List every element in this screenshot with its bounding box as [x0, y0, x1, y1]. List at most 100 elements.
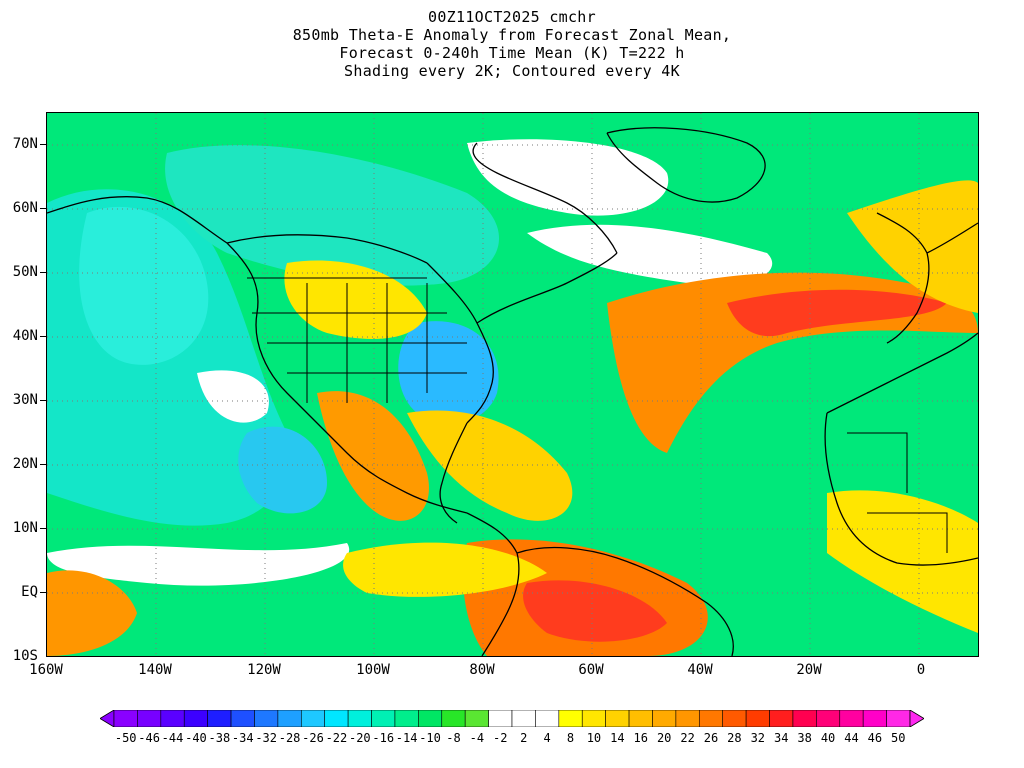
- arctic-white: [467, 139, 669, 216]
- north-pacific-cyan: [79, 206, 209, 365]
- africa-yellow: [827, 490, 978, 633]
- colorbar-swatch: [698, 710, 724, 727]
- colorbar-swatch: [886, 710, 911, 727]
- colorbar-swatch: [511, 710, 536, 727]
- colorbar-tick-label: 50: [891, 731, 906, 745]
- colorbar-tick-label: -38: [208, 731, 231, 745]
- colorbar-swatch: [558, 710, 583, 727]
- tick-30n: [40, 400, 46, 401]
- canada-cyan: [165, 145, 500, 286]
- colorbar-tick-label: 34: [774, 731, 789, 745]
- europe-yellow: [847, 180, 978, 313]
- colorbar-swatch: [183, 710, 208, 727]
- colorbar-swatch: [675, 710, 700, 727]
- colorbar-swatch: [581, 710, 606, 727]
- colorbar-tick-label: -4: [469, 731, 485, 745]
- colorbar-tick-label: -16: [372, 731, 395, 745]
- lat-label-60n: 60N: [12, 200, 38, 216]
- colorbar-swatch: [371, 710, 396, 727]
- subtropical-white: [197, 370, 269, 423]
- colorbar-swatch: [254, 710, 279, 727]
- colorbar-tick-label: -44: [161, 731, 184, 745]
- colorbar-tick-label: -26: [302, 731, 324, 745]
- tick-40n: [40, 336, 46, 337]
- colorbar-swatch: [137, 710, 162, 727]
- tick-eq: [40, 592, 46, 593]
- lon-label-40w: 40W: [687, 662, 713, 678]
- tick-10n: [40, 528, 46, 529]
- colorbar-swatch: [652, 710, 677, 727]
- south-america-red: [523, 580, 667, 642]
- mid-pacific-blue: [238, 426, 327, 514]
- colorbar-tick-label: -40: [185, 731, 207, 745]
- colorbar-swatch: [839, 710, 864, 727]
- lat-label-10n: 10N: [12, 520, 38, 536]
- colorbar-tick-label: 2: [520, 731, 528, 745]
- colorbar-swatch: [628, 710, 653, 727]
- lon-label-60w: 60W: [578, 662, 604, 678]
- colorbar-tick-label: 44: [844, 731, 859, 745]
- colorbar-tick-label: -10: [419, 731, 441, 745]
- lat-label-40n: 40N: [12, 328, 38, 344]
- colorbar-tick-label: 16: [633, 731, 648, 745]
- colorbar-swatch: [160, 710, 185, 727]
- colorbar-tick-label: 46: [867, 731, 883, 745]
- lat-label-30n: 30N: [12, 392, 38, 408]
- map-title: 00Z11OCT2025 cmchr 850mb Theta-E Anomaly…: [0, 8, 1024, 80]
- colorbar-swatch: [605, 710, 630, 727]
- lon-label-20w: 20W: [796, 662, 822, 678]
- colorbar-tick-label: -28: [278, 731, 301, 745]
- title-line-4: Shading every 2K; Contoured every 4K: [344, 62, 680, 80]
- title-line-3: Forecast 0-240h Time Mean (K) T=222 h: [339, 44, 685, 62]
- colorbar-tick-label: -14: [395, 731, 418, 745]
- coastlines: [47, 127, 978, 656]
- colorbar-swatch: [722, 710, 747, 727]
- colorbar-swatch: [792, 710, 817, 727]
- colorbar-tick-label: 20: [656, 731, 672, 745]
- colorbar-swatch: [488, 710, 513, 727]
- caribbean-yellow: [407, 410, 573, 521]
- lat-label-70n: 70N: [12, 136, 38, 152]
- colorbar-tick-label: 32: [750, 731, 766, 745]
- colorbar-tick-label: 14: [610, 731, 625, 745]
- east-us-blue: [398, 321, 499, 424]
- colorbar-swatch: [862, 710, 887, 727]
- colorbar-swatch: [464, 710, 489, 727]
- lon-label-0: 0: [916, 662, 926, 678]
- colorbar-swatch: [745, 710, 770, 727]
- colorbar-swatch: [347, 710, 372, 727]
- colorbar-swatch: [324, 710, 349, 727]
- colorbar-swatch: [300, 710, 326, 727]
- mexico-orange: [317, 391, 429, 521]
- colorbar-tick-label: 40: [820, 731, 836, 745]
- colorbar-tick-label: 4: [543, 731, 551, 745]
- colorbar-tick-label: -22: [325, 731, 348, 745]
- atlantic-jet-red: [727, 289, 947, 337]
- colorbar-swatch: [207, 710, 232, 727]
- colorbar-tick-label: -2: [493, 731, 508, 745]
- colorbar-swatch: [113, 710, 138, 727]
- colorbar-swatch: [816, 710, 841, 727]
- colorbar: [100, 710, 924, 727]
- political-borders: [247, 277, 948, 553]
- map-plot-area: [46, 112, 979, 657]
- colorbar-tick-label: 8: [566, 731, 575, 745]
- lat-label-20n: 20N: [12, 456, 38, 472]
- lat-label-10s: 10S: [12, 648, 38, 664]
- colorbar-swatch: [230, 710, 255, 727]
- colorbar-swatch: [277, 710, 302, 727]
- lat-label-eq: EQ: [21, 584, 38, 600]
- colorbar-tick-label: -20: [348, 731, 371, 745]
- midwest-yellow: [284, 260, 427, 339]
- colorbar-tick-label: 26: [703, 731, 719, 745]
- tick-60n: [40, 208, 46, 209]
- colorbar-left-arrow: [100, 710, 115, 727]
- colorbar-swatch: [441, 710, 466, 727]
- atlantic-white-band: [527, 224, 773, 286]
- colorbar-tick-label: 22: [680, 731, 695, 745]
- colorbar-tick-label: -32: [255, 731, 278, 745]
- colorbar-tick-label: -46: [138, 731, 160, 745]
- colorbar-right-arrow: [909, 710, 924, 727]
- anomaly-field: [47, 113, 978, 656]
- colorbar-tick-label: -50: [114, 731, 137, 745]
